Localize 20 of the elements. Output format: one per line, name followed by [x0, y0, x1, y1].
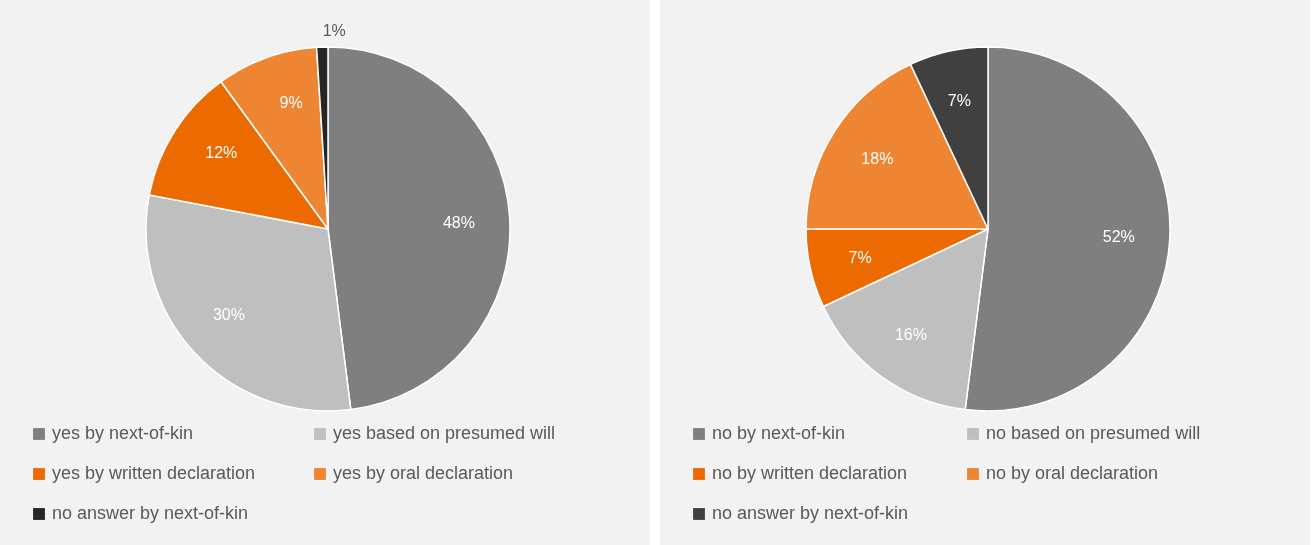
legend-label: no by written declaration	[712, 463, 908, 483]
legend-label: no by next-of-kin	[712, 423, 846, 443]
legend-label: yes by written declaration	[52, 463, 256, 483]
legend-label: no answer by next-of-kin	[712, 503, 909, 523]
data-label: 18%	[861, 149, 894, 167]
legend-label: no answer by next-of-kin	[52, 503, 249, 523]
data-label: 1%	[322, 22, 346, 40]
data-label: 52%	[1102, 228, 1135, 246]
data-label: 12%	[205, 143, 238, 161]
legend-label: yes by next-of-kin	[52, 423, 194, 443]
legend-label: yes by oral declaration	[333, 463, 514, 483]
data-label: 30%	[212, 305, 245, 323]
legend-label: no based on presumed will	[986, 423, 1201, 443]
legend-label: no by oral declaration	[986, 463, 1159, 483]
data-label: 9%	[279, 94, 303, 112]
data-label: 7%	[947, 92, 971, 110]
data-label: 48%	[442, 213, 475, 231]
data-label: 7%	[848, 248, 872, 266]
legend-label: yes based on presumed will	[333, 423, 556, 443]
data-label: 16%	[894, 326, 927, 344]
